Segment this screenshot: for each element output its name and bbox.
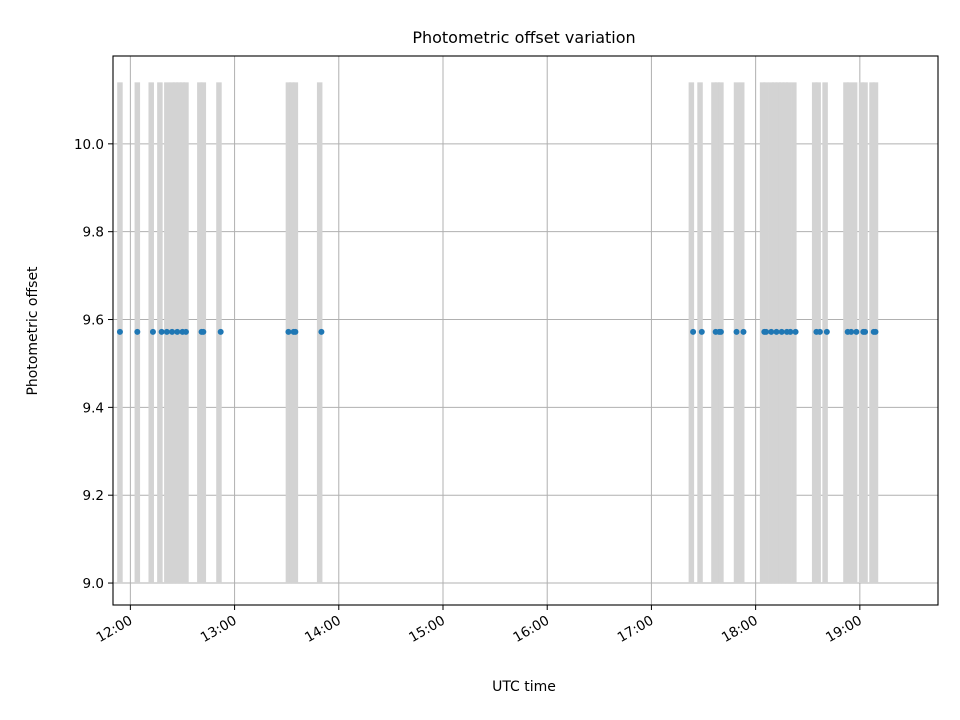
chart-title: Photometric offset variation	[412, 28, 635, 47]
data-point	[698, 328, 705, 335]
data-point	[149, 328, 156, 335]
data-point	[862, 328, 869, 335]
data-point	[690, 328, 697, 335]
data-point	[174, 328, 181, 335]
y-tick-label: 9.8	[83, 225, 104, 241]
data-point	[853, 328, 860, 335]
y-axis-ticks: 9.0 9.2 9.4 9.6 9.8 10.0	[74, 137, 113, 592]
data-point	[217, 328, 224, 335]
data-point	[134, 328, 141, 335]
data-point	[318, 328, 325, 335]
plot-frame	[112, 55, 939, 606]
data-point	[792, 328, 799, 335]
data-point	[872, 328, 879, 335]
data-point	[773, 328, 780, 335]
data-point	[733, 328, 740, 335]
y-tick-label: 10.0	[74, 137, 104, 153]
data-point	[823, 328, 830, 335]
data-point	[787, 328, 794, 335]
data-point	[848, 328, 855, 335]
y-tick-label: 9.4	[83, 400, 104, 416]
data-point	[816, 328, 823, 335]
data-point	[200, 328, 207, 335]
y-tick-label: 9.6	[83, 313, 104, 329]
data-point	[285, 328, 292, 335]
data-point	[169, 328, 176, 335]
data-point	[158, 328, 165, 335]
x-axis-label: UTC time	[492, 679, 556, 695]
data-point	[292, 328, 299, 335]
data-point	[182, 328, 189, 335]
data-points	[116, 328, 879, 335]
data-point	[768, 328, 775, 335]
data-point	[740, 328, 747, 335]
data-point	[163, 328, 170, 335]
y-tick-label: 9.0	[83, 576, 104, 592]
data-point	[778, 328, 785, 335]
data-point	[717, 328, 724, 335]
y-tick-label: 9.2	[83, 488, 104, 504]
data-point	[763, 328, 770, 335]
y-axis-label: Photometric offset	[25, 266, 41, 396]
data-point	[116, 328, 123, 335]
